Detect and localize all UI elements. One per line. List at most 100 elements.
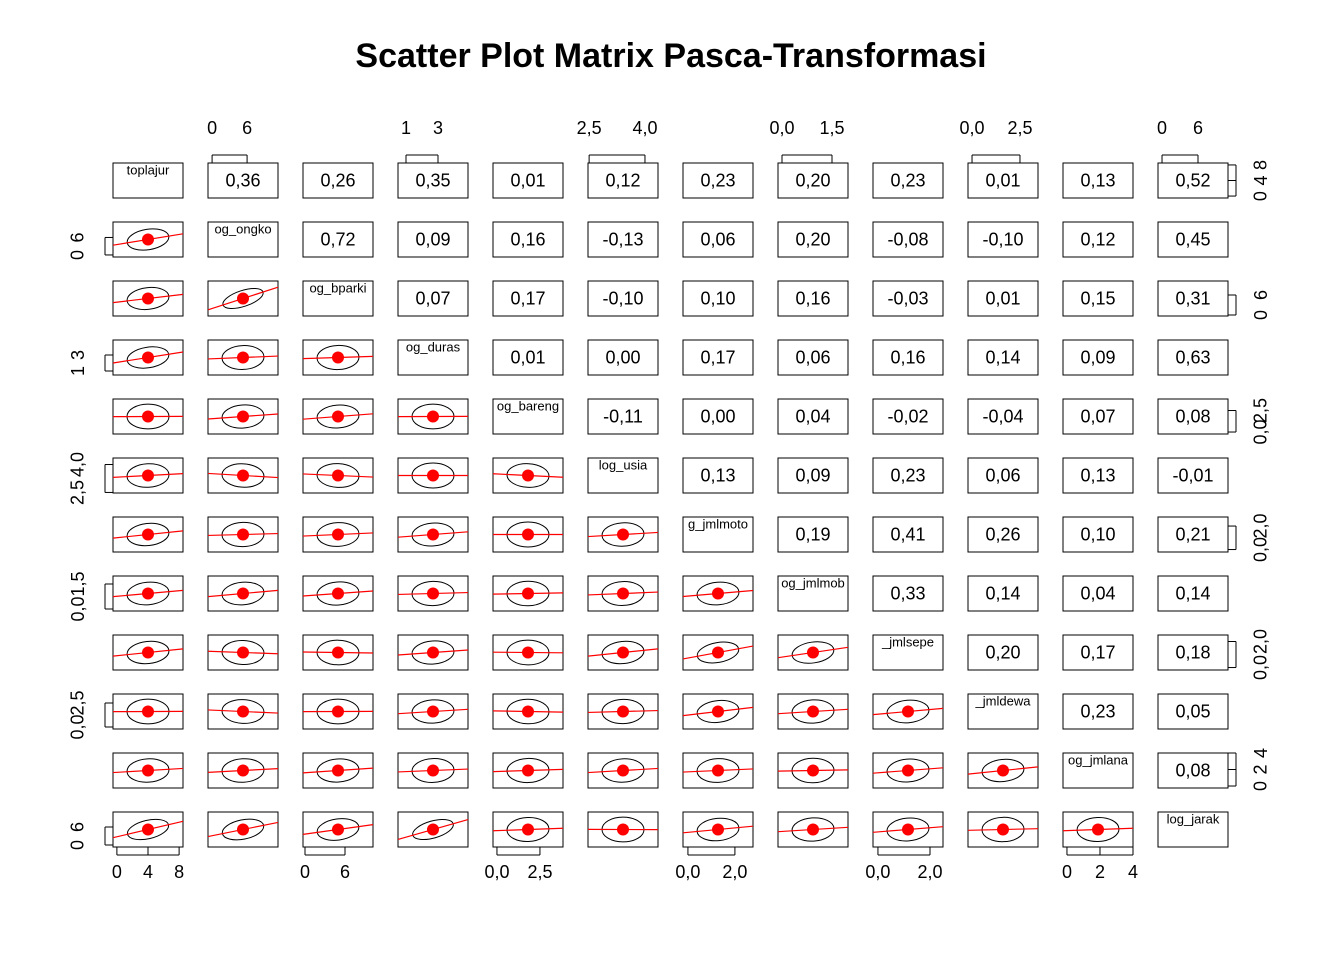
variable-name: og_duras (406, 339, 461, 354)
center-dot (522, 705, 534, 718)
corr-box (1062, 634, 1134, 671)
diag-panel (682, 516, 754, 553)
x-tick-label: 2,5 (577, 118, 602, 138)
corr-label: 0,08 (1175, 760, 1210, 780)
corr-box (587, 221, 659, 258)
corr-box (872, 339, 944, 376)
center-dot (142, 764, 154, 777)
x-tick-label: 0,0 (865, 862, 890, 882)
diag-panel (872, 634, 944, 671)
y-tick-label: 4,0 (68, 452, 88, 477)
scatter-panel (492, 575, 564, 612)
center-dot (807, 705, 819, 718)
corr-box (1157, 221, 1229, 258)
center-dot (712, 823, 724, 836)
center-dot (237, 528, 249, 541)
center-dot (142, 705, 154, 718)
corr-box (777, 516, 849, 553)
scatter-panel (492, 693, 564, 730)
y-tick-label: 2,0 (1251, 629, 1271, 654)
corr-label: 0,20 (795, 229, 830, 249)
corr-label: 0,05 (1175, 701, 1210, 721)
corr-box (587, 398, 659, 435)
center-dot (617, 587, 629, 600)
corr-label: 0,06 (700, 229, 735, 249)
corr-label: 0,52 (1175, 170, 1210, 190)
corr-label: -0,02 (887, 406, 928, 426)
corr-label: 0,16 (890, 347, 925, 367)
corr-label: 0,45 (1175, 229, 1210, 249)
corr-box (397, 162, 469, 199)
corr-box (492, 280, 564, 317)
center-dot (332, 410, 344, 423)
scatter-panel (682, 575, 754, 612)
corr-box (967, 457, 1039, 494)
corr-box (1062, 280, 1134, 317)
center-dot (997, 823, 1009, 836)
corr-box (1157, 280, 1229, 317)
corr-box (682, 280, 754, 317)
scatter-panel (207, 398, 279, 435)
corr-label: 0,33 (890, 583, 925, 603)
corr-box (1157, 516, 1229, 553)
y-tick-label: 0,0 (68, 714, 88, 739)
diag-panel (112, 162, 184, 199)
diag-panel (777, 575, 849, 612)
center-dot (617, 823, 629, 836)
x-tick-label: 0,0 (675, 862, 700, 882)
corr-box (587, 280, 659, 317)
corr-label: 0,04 (1080, 583, 1115, 603)
y-tick-label: 0,0 (1251, 537, 1271, 562)
scatter-panel (682, 693, 754, 730)
variable-name: og_ongko (214, 221, 271, 236)
center-dot (332, 823, 344, 836)
corr-label: 0,35 (415, 170, 450, 190)
scatter-panel (302, 811, 374, 848)
x-tick-label: 0,0 (960, 118, 985, 138)
x-tick-label: 2,5 (527, 862, 552, 882)
scatter-panel (872, 752, 944, 789)
center-dot (997, 764, 1009, 777)
scatter-panel (112, 752, 184, 789)
variable-name: _jmlsepe (881, 634, 934, 649)
scatter-panel (112, 221, 184, 258)
corr-label: 0,72 (320, 229, 355, 249)
scatter-panel (207, 811, 279, 848)
diag-panel (587, 457, 659, 494)
scatter-panel (112, 634, 184, 671)
corr-box (397, 280, 469, 317)
center-dot (237, 410, 249, 423)
center-dot (332, 528, 344, 541)
center-dot (522, 764, 534, 777)
corr-label: 0,09 (1080, 347, 1115, 367)
scatter-panel (872, 811, 944, 848)
variable-name: _jmldewa (975, 693, 1032, 708)
corr-label: -0,11 (603, 406, 643, 426)
corr-label: 0,13 (1080, 465, 1115, 485)
scatter-panel (1062, 811, 1134, 848)
center-dot (237, 469, 249, 482)
center-dot (807, 764, 819, 777)
corr-box (1062, 339, 1134, 376)
center-dot (1092, 823, 1104, 836)
corr-label: 0,31 (1175, 288, 1210, 308)
corr-box (967, 634, 1039, 671)
y-tick-label: 6 (1251, 290, 1271, 300)
center-dot (237, 705, 249, 718)
corr-label: 0,16 (795, 288, 830, 308)
corr-label: 0,13 (1080, 170, 1115, 190)
corr-box (207, 162, 279, 199)
x-tick-label: 0 (300, 862, 310, 882)
x-tick-label: 8 (174, 862, 184, 882)
scatter-panel (207, 575, 279, 612)
center-dot (142, 410, 154, 423)
corr-label: 0,10 (1080, 524, 1115, 544)
corr-box (967, 516, 1039, 553)
y-tick-label: 0 (1251, 191, 1271, 201)
x-tick-label: 3 (433, 118, 443, 138)
corr-box (302, 221, 374, 258)
center-dot (522, 587, 534, 600)
diag-panel (302, 280, 374, 317)
y-tick-label: 0 (68, 250, 88, 260)
chart-title: Scatter Plot Matrix Pasca-Transformasi (355, 37, 986, 75)
